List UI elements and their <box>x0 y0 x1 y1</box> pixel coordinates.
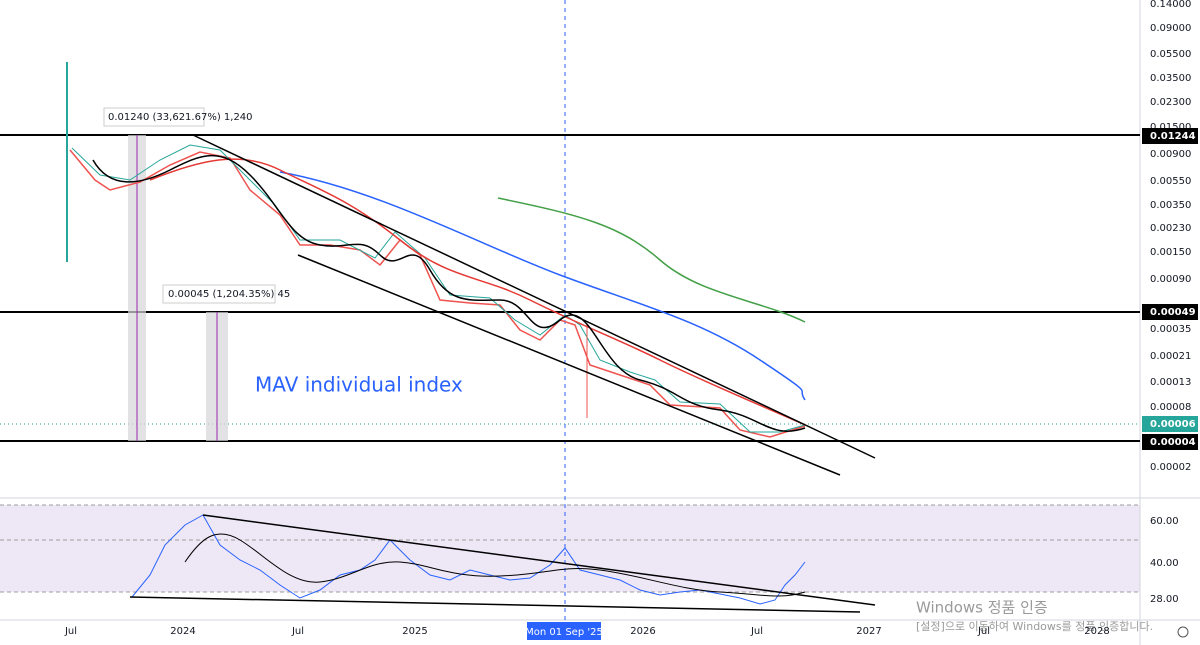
annotation-box <box>103 107 205 127</box>
rsi-label: 28.00 <box>1150 594 1179 605</box>
rsi-band <box>0 505 1140 592</box>
time-label: 2024 <box>170 626 195 637</box>
price-label: 0.05500 <box>1150 49 1191 60</box>
price-label: 0.14000 <box>1150 0 1191 10</box>
price-label: 0.03500 <box>1150 73 1191 84</box>
price-label: 0.09000 <box>1150 23 1191 34</box>
price-label: 0.00090 <box>1150 274 1191 285</box>
price-label: 0.00002 <box>1150 462 1191 473</box>
price-label: 0.00150 <box>1150 247 1191 258</box>
time-label: 2028 <box>1084 626 1109 637</box>
crosshair-label: Mon 01 Sep '25 <box>525 627 603 638</box>
price-line <box>69 149 806 438</box>
ma-blue <box>279 171 806 401</box>
trend-line <box>192 134 876 459</box>
settings-icon[interactable] <box>1177 626 1189 638</box>
price-marker-box <box>1142 434 1198 450</box>
chart-label: MAV individual index <box>255 373 463 397</box>
rsi-label: 60.00 <box>1150 516 1179 527</box>
price-label: 0.00035 <box>1150 324 1191 335</box>
price-label: 0.00230 <box>1150 223 1191 234</box>
price-marker: 0.00004 <box>1150 437 1196 448</box>
ma-green <box>497 197 806 323</box>
annotation-box <box>162 284 276 304</box>
time-label: 2025 <box>402 626 427 637</box>
time-label: Jul <box>977 626 990 637</box>
trend-line <box>202 514 876 606</box>
rsi-label: 40.00 <box>1150 558 1179 569</box>
price-marker-box <box>1142 128 1198 144</box>
price-label: 0.00013 <box>1150 377 1191 388</box>
time-label: Jul <box>64 626 77 637</box>
watermark-title: Windows 정품 인증 <box>916 599 1048 617</box>
time-label: 2027 <box>856 626 881 637</box>
price-label: 0.00550 <box>1150 176 1191 187</box>
annotation: 0.00045 (1,204.35%) 45 <box>168 289 290 300</box>
ma-black <box>92 154 806 432</box>
price-line <box>71 144 806 433</box>
ma-red <box>149 158 806 426</box>
crosshair-label-box <box>527 622 601 640</box>
time-label: Jul <box>750 626 763 637</box>
price-label: 0.00900 <box>1150 149 1191 160</box>
rsi-ma <box>184 533 806 597</box>
trend-line <box>129 596 861 613</box>
time-label: Jul <box>291 626 304 637</box>
rsi-line <box>131 514 806 605</box>
trend-line <box>297 254 841 476</box>
price-label: 0.00350 <box>1150 200 1191 211</box>
price-marker: 0.01244 <box>1150 131 1196 142</box>
price-marker-box <box>1142 304 1198 320</box>
price-label: 0.00021 <box>1150 351 1191 362</box>
watermark-text: [설정]으로 이동하여 Windows를 정품 인증합니다. <box>916 619 1153 633</box>
price-label: 0.01500 <box>1150 122 1191 133</box>
time-label: 2026 <box>630 626 655 637</box>
price-label: 0.00008 <box>1150 402 1191 413</box>
price-marker: 0.00006 <box>1150 419 1196 430</box>
price-marker: 0.00049 <box>1150 307 1196 318</box>
price-label: 0.02300 <box>1150 97 1191 108</box>
annotation: 0.01240 (33,621.67%) 1,240 <box>108 112 253 123</box>
price-marker-box <box>1142 416 1198 432</box>
